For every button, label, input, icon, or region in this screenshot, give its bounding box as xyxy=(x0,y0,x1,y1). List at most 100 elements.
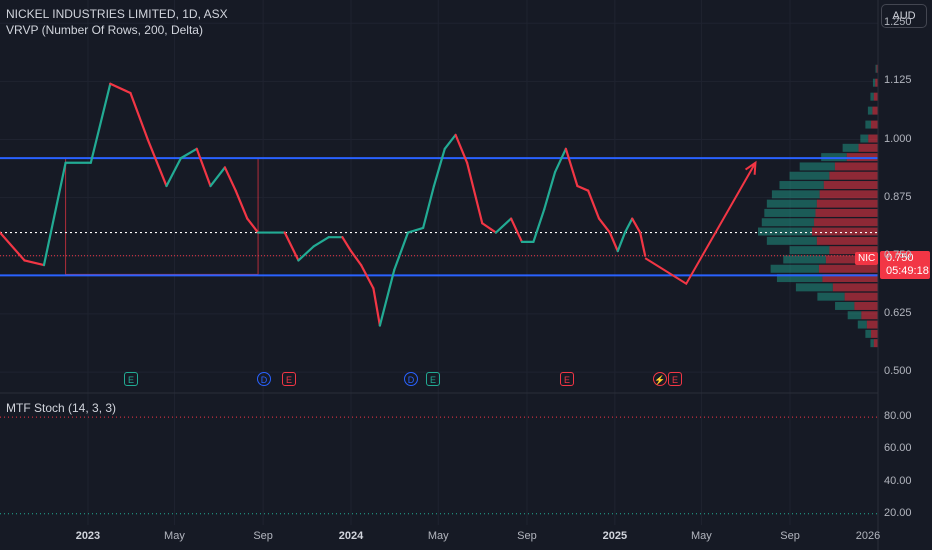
price-segment xyxy=(297,245,315,262)
time-tick-label: Sep xyxy=(517,530,537,542)
profile-bar-up xyxy=(766,199,817,208)
profile-bar-down xyxy=(871,120,878,129)
profile-bar-down xyxy=(829,171,878,180)
price-segment xyxy=(481,222,498,234)
price-segment xyxy=(616,231,627,253)
price-segment xyxy=(341,236,353,253)
profile-bar-down xyxy=(868,134,878,143)
profile-bar-up xyxy=(764,208,816,217)
profile-bar-down xyxy=(829,246,878,255)
price-segment xyxy=(349,250,363,267)
stoch-tick-label: 20.00 xyxy=(884,506,912,519)
price-segment xyxy=(543,170,557,211)
price-segment xyxy=(432,147,446,188)
price-tick-label: 0.625 xyxy=(884,306,912,319)
projection-arrow[interactable] xyxy=(644,160,757,286)
stoch-tick-label: 40.00 xyxy=(884,474,912,487)
profile-bar-up xyxy=(789,246,830,255)
dividend-icon[interactable]: D xyxy=(404,372,418,386)
earnings-icon[interactable]: E xyxy=(282,372,296,386)
price-segment xyxy=(393,231,410,271)
profile-bar-up xyxy=(847,311,862,320)
ticker-label: NIC xyxy=(855,252,879,265)
projection-arrowhead xyxy=(744,160,757,175)
profile-bar-down xyxy=(873,92,878,101)
stoch-indicator-label[interactable]: MTF Stoch (14, 3, 3) xyxy=(6,401,117,415)
profile-bar-down xyxy=(815,208,878,217)
profile-bar-up xyxy=(776,274,823,283)
profile-bar-down xyxy=(844,292,878,301)
profile-bar-up xyxy=(842,143,859,152)
profile-bar-up xyxy=(875,64,877,73)
price-segment xyxy=(466,161,484,225)
price-segment xyxy=(209,166,227,188)
profile-bar-up xyxy=(817,292,845,301)
profile-bar-down xyxy=(876,64,878,73)
price-tick-label: 1.000 xyxy=(884,132,912,145)
volume-profile xyxy=(758,64,878,348)
symbol-title[interactable]: NICKEL INDUSTRIES LIMITED, 1D, ASX xyxy=(6,7,228,21)
profile-bar-up xyxy=(799,162,835,171)
profile-bar-up xyxy=(770,264,819,273)
profile-bar-down xyxy=(834,162,878,171)
profile-bar-down xyxy=(866,320,878,329)
profile-bar-up xyxy=(857,320,867,329)
price-segment xyxy=(494,217,513,234)
lightning-icon[interactable]: ⚡ xyxy=(653,372,667,386)
price-segment xyxy=(406,226,425,234)
profile-bar-down xyxy=(822,274,878,283)
profile-bar-up xyxy=(835,301,855,310)
stoch-pane xyxy=(0,416,878,515)
price-segment xyxy=(553,147,567,174)
profile-bar-up xyxy=(783,255,826,264)
profile-bar-down xyxy=(816,199,878,208)
price-segment xyxy=(89,82,112,164)
dividend-icon[interactable]: D xyxy=(257,372,271,386)
time-tick-label: May xyxy=(691,530,712,542)
time-tick-label: 2026 xyxy=(855,530,881,542)
projection-path xyxy=(644,162,757,286)
price-series xyxy=(0,82,647,327)
price-segment xyxy=(0,231,26,262)
profile-bar-down xyxy=(873,339,878,348)
profile-bar-up xyxy=(867,106,873,115)
price-segment xyxy=(109,82,132,95)
price-segment xyxy=(576,184,590,192)
price-segment xyxy=(597,217,611,234)
earnings-icon[interactable]: E xyxy=(426,372,440,386)
price-tick-label: 0.750 xyxy=(884,248,912,261)
earnings-icon[interactable]: E xyxy=(668,372,682,386)
time-tick-label: 2023 xyxy=(75,530,101,542)
price-segment xyxy=(422,184,436,229)
profile-bar-down xyxy=(816,236,878,245)
last-price-label: 0.750 05:49:18 xyxy=(880,251,930,279)
price-segment xyxy=(312,236,330,248)
profile-bar-up xyxy=(865,329,872,338)
time-tick-label: May xyxy=(164,530,185,542)
profile-bar-down xyxy=(818,264,878,273)
level-lines[interactable] xyxy=(0,157,878,277)
price-segment xyxy=(608,231,619,253)
bar-countdown: 05:49:18 xyxy=(886,265,929,277)
profile-bar-up xyxy=(766,236,817,245)
vrvp-indicator-label[interactable]: VRVP (Number Of Rows, 200, Delta) xyxy=(6,23,203,37)
currency-button[interactable]: AUD xyxy=(881,4,927,28)
price-segment xyxy=(532,208,546,243)
earnings-icon[interactable]: E xyxy=(124,372,138,386)
price-segment xyxy=(454,133,469,164)
price-segment xyxy=(378,268,396,327)
time-tick-label: 2024 xyxy=(338,530,364,542)
profile-bar-down xyxy=(814,218,878,227)
price-segment xyxy=(623,217,634,234)
profile-bar-down xyxy=(871,329,878,338)
profile-bar-down xyxy=(819,190,878,199)
price-segment xyxy=(631,217,642,234)
price-tick-label: 0.500 xyxy=(884,365,912,378)
profile-bar-down xyxy=(812,227,878,236)
profile-bar-down xyxy=(832,283,878,292)
profile-bar-up xyxy=(860,134,869,143)
price-tick-label: 0.875 xyxy=(884,190,912,203)
price-segment xyxy=(587,189,601,220)
earnings-icon[interactable]: E xyxy=(560,372,574,386)
